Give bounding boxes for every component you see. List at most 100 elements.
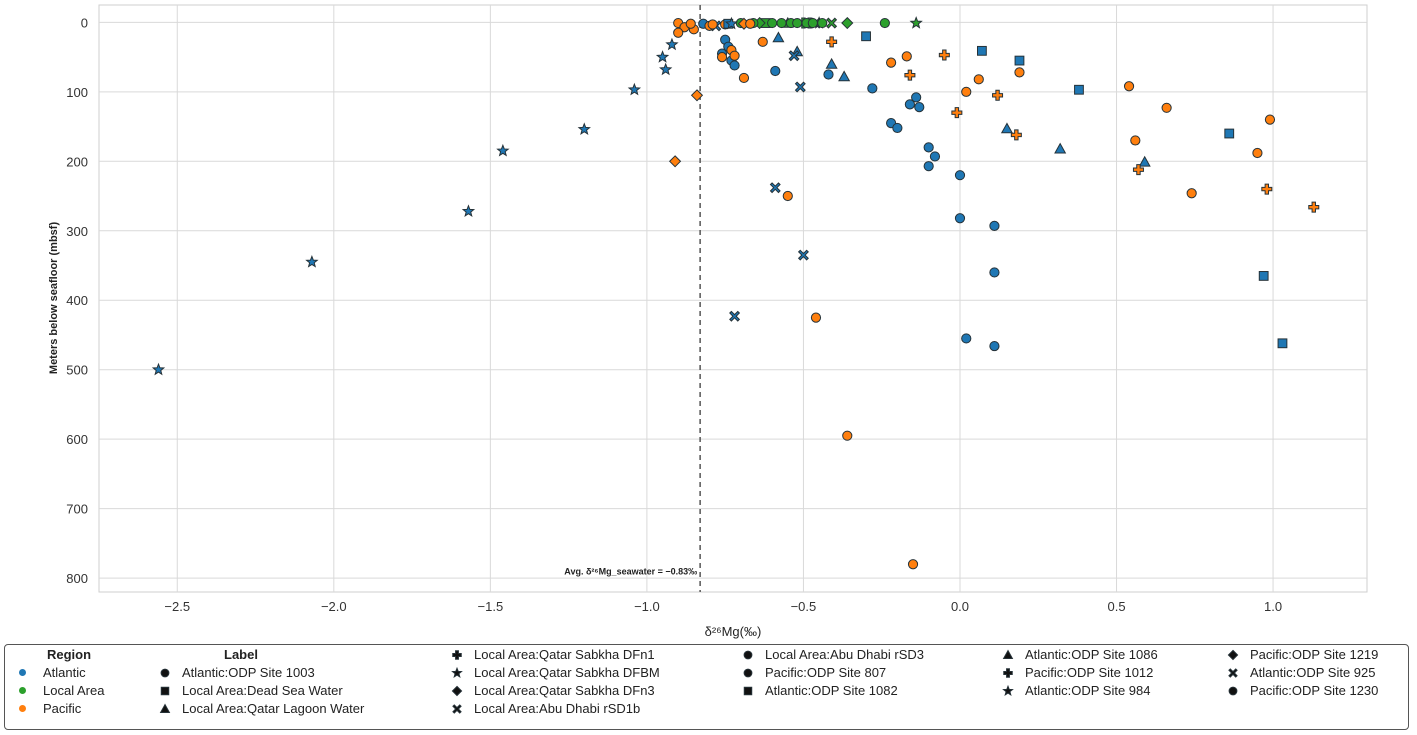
legend-region-title: Region [47, 647, 91, 662]
data-point [826, 17, 838, 29]
data-point [867, 83, 878, 94]
legend-text: Atlantic:ODP Site 984 [1025, 683, 1151, 698]
legend-marker [743, 650, 753, 659]
y-tick-label: 400 [66, 293, 88, 308]
data-point [977, 45, 987, 56]
legend-marker-icon [452, 703, 462, 714]
legend-marker-icon [160, 668, 170, 677]
data-point [655, 50, 670, 63]
x-axis-title: δ²⁶Mg(‰) [705, 624, 762, 639]
legend-marker [1002, 684, 1014, 696]
data-point [861, 31, 871, 42]
data-point [825, 57, 838, 69]
data-point [951, 107, 963, 119]
legend-text: Pacific:ODP Site 807 [765, 665, 887, 680]
legend-marker-icon [451, 666, 463, 678]
data-point [716, 52, 728, 63]
legend-label-title: Label [224, 647, 258, 662]
data-point [1130, 135, 1141, 146]
data-point [757, 36, 768, 47]
data-point [1123, 81, 1135, 92]
data-point [938, 49, 950, 61]
data-point [797, 249, 809, 261]
legend-marker [743, 668, 753, 677]
legend-text: Local Area:Qatar Sabkha DFn1 [474, 647, 655, 662]
series-atlantic-odp-site-984 [151, 16, 739, 376]
legend-marker [160, 686, 170, 695]
data-point [1138, 155, 1151, 167]
data-point [954, 213, 966, 224]
legend-label-item: Pacific:ODP Site 1219 [1226, 647, 1378, 662]
data-point [911, 92, 922, 103]
data-point [1014, 67, 1025, 78]
data-point [961, 333, 972, 344]
data-point [792, 17, 803, 29]
data-point [1252, 147, 1263, 159]
legend-label-item: Atlantic:ODP Site 1086 [1001, 647, 1158, 662]
data-point [577, 122, 591, 136]
legend-region-item: Atlantic [19, 665, 86, 680]
legend-text: Local Area:Dead Sea Water [182, 683, 343, 698]
y-tick-label: 500 [66, 363, 88, 378]
scatter-chart: Avg. δ²⁶Mg_seawater = −0.83‰ −2.5 −2.0 −1.… [48, 4, 1368, 639]
legend-label-item: Local Area:Abu Dhabi rSD1b [450, 701, 640, 716]
data-point [823, 69, 834, 80]
data-point [668, 155, 682, 168]
legend-text: Pacific [43, 701, 82, 716]
data-point [904, 69, 916, 81]
legend-label-item: Local Area:Dead Sea Water [158, 683, 343, 698]
x-tick-label: −0.5 [791, 599, 817, 614]
data-point [954, 170, 966, 181]
legend-label-item: Local Area:Abu Dhabi rSD3 [741, 647, 924, 662]
data-point [989, 340, 1000, 352]
series-atlantic-odp-site-1003 [698, 18, 1000, 352]
data-point [838, 70, 851, 82]
data-point [904, 99, 915, 110]
data-point [690, 89, 704, 102]
data-point [1074, 84, 1084, 95]
data-point [842, 430, 853, 441]
data-point [685, 18, 696, 29]
data-point [1054, 142, 1067, 154]
data-point [461, 204, 476, 217]
legend-marker-icon [1228, 686, 1238, 695]
legend-region-dot [19, 687, 26, 694]
data-point [770, 65, 781, 77]
legend-marker [1227, 649, 1239, 660]
data-point [794, 81, 806, 93]
data-points [151, 16, 1320, 570]
legend-text: Local Area:Qatar Sabkha DFBM [474, 665, 660, 680]
legend-marker [1228, 686, 1238, 695]
reference-line-group: Avg. δ²⁶Mg_seawater = −0.83‰ [564, 5, 701, 592]
legend-text: Atlantic:ODP Site 1086 [1025, 647, 1158, 662]
data-point [923, 142, 934, 153]
legend-text: Pacific:ODP Site 1230 [1250, 683, 1379, 698]
data-point [989, 220, 1000, 232]
legend-label-item: Local Area:Qatar Sabkha DFn1 [450, 647, 655, 662]
legend-text: Local Area:Abu Dhabi rSD1b [474, 701, 641, 716]
legend-text: Local Area [43, 683, 105, 698]
plot-area [98, 4, 1368, 593]
legend-marker [1228, 667, 1238, 678]
data-point [769, 182, 781, 194]
legend-label-item: Atlantic:ODP Site 984 [1001, 683, 1151, 698]
data-point [1014, 55, 1025, 66]
legend-region-dot [19, 669, 26, 676]
legend-text: Label [224, 647, 258, 662]
legend-text: Region [47, 647, 92, 662]
legend-marker-icon [1002, 649, 1014, 659]
x-tick-label: −1.0 [634, 599, 660, 614]
data-point [788, 50, 800, 62]
x-tick-label: 0.5 [1107, 599, 1125, 614]
y-tick-label: 800 [66, 571, 88, 586]
data-point [892, 122, 903, 134]
data-point [826, 36, 838, 48]
legend-label-item: Atlantic:ODP Site 925 [1226, 665, 1376, 680]
data-point [841, 16, 854, 30]
data-point [909, 16, 923, 29]
legend-label-item: Local Area:Qatar Sabkha DFBM [450, 665, 660, 680]
data-point [729, 60, 740, 71]
legend-region-dot [19, 705, 26, 712]
y-tick-label: 300 [66, 224, 88, 239]
x-tick-label: −2.0 [321, 599, 347, 614]
